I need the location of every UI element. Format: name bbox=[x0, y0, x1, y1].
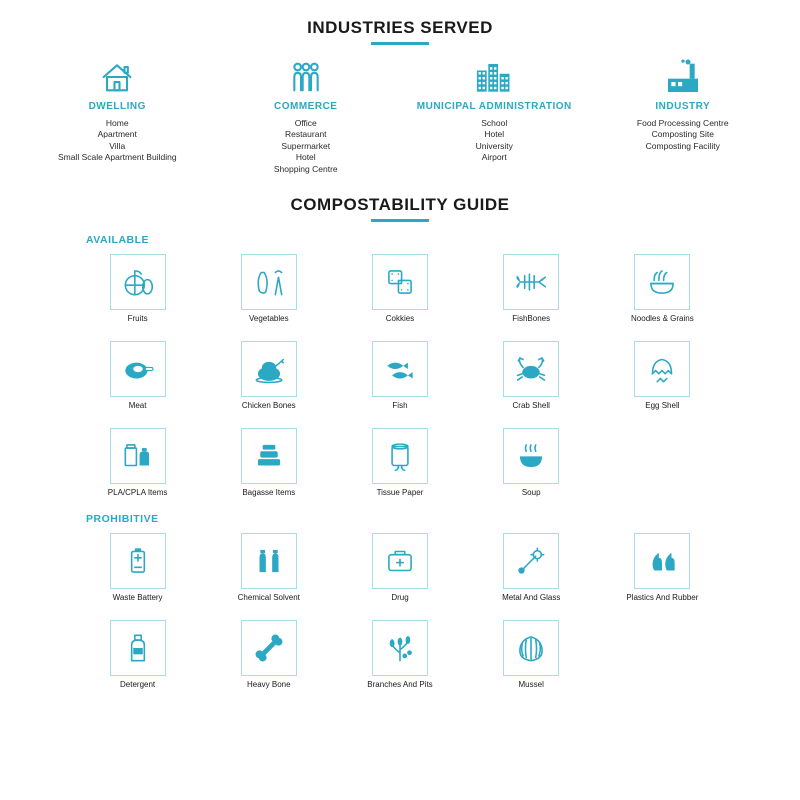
tile-label: Meat bbox=[86, 401, 189, 410]
tile-label: Chemical Solvent bbox=[217, 593, 320, 602]
tile-fruits: Fruits bbox=[86, 254, 189, 323]
tissue-icon bbox=[372, 428, 428, 484]
tile-meat: Meat bbox=[86, 341, 189, 410]
tile-label: Tissue Paper bbox=[348, 488, 451, 497]
group-heading-1: PROHIBITIVE bbox=[86, 513, 772, 525]
industry-items: SchoolHotelUniversityAirport bbox=[405, 118, 584, 164]
group-heading-0: AVAILABLE bbox=[86, 234, 772, 246]
detergent-icon bbox=[110, 620, 166, 676]
industry-label: MUNICIPAL ADMINISTRATION bbox=[405, 101, 584, 112]
tile-rubber: Plastics And Rubber bbox=[611, 533, 714, 602]
industry-col-2: MUNICIPAL ADMINISTRATION SchoolHotelUniv… bbox=[405, 57, 584, 175]
tile-label: Fruits bbox=[86, 314, 189, 323]
tile-label: Drug bbox=[348, 593, 451, 602]
tile-label: Waste Battery bbox=[86, 593, 189, 602]
tile-label: Vegetables bbox=[217, 314, 320, 323]
tile-pla: PLA/CPLA Items bbox=[86, 428, 189, 497]
tile-label: Mussel bbox=[480, 680, 583, 689]
drug-icon bbox=[372, 533, 428, 589]
guide-title: COMPOSTABILITY GUIDE bbox=[28, 195, 772, 215]
industry-items: Food Processing CentreComposting SiteCom… bbox=[594, 118, 773, 152]
tile-soup: Soup bbox=[480, 428, 583, 497]
tile-mussel: Mussel bbox=[480, 620, 583, 689]
tile-detergent: Detergent bbox=[86, 620, 189, 689]
people-icon bbox=[217, 57, 396, 97]
tile-label: Bagasse Items bbox=[217, 488, 320, 497]
tile-fish: Fish bbox=[348, 341, 451, 410]
crab-icon bbox=[503, 341, 559, 397]
metal-icon bbox=[503, 533, 559, 589]
rubber-icon bbox=[634, 533, 690, 589]
industries-row: DWELLING HomeApartmentVillaSmall Scale A… bbox=[28, 57, 772, 175]
tile-label: Noodles & Grains bbox=[611, 314, 714, 323]
bagasse-icon bbox=[241, 428, 297, 484]
industry-label: INDUSTRY bbox=[594, 101, 773, 112]
tile-label: Crab Shell bbox=[480, 401, 583, 410]
industry-items: OfficeRestaurantSupermarketHotelShopping… bbox=[217, 118, 396, 175]
industry-label: COMMERCE bbox=[217, 101, 396, 112]
chicken-icon bbox=[241, 341, 297, 397]
bone-icon bbox=[241, 620, 297, 676]
tile-vegetables: Vegetables bbox=[217, 254, 320, 323]
tile-label: Chicken Bones bbox=[217, 401, 320, 410]
tile-label: Cokkies bbox=[348, 314, 451, 323]
solvent-icon bbox=[241, 533, 297, 589]
tile-bone: Heavy Bone bbox=[217, 620, 320, 689]
cookies-icon bbox=[372, 254, 428, 310]
branches-icon bbox=[372, 620, 428, 676]
tile-tissue: Tissue Paper bbox=[348, 428, 451, 497]
guide-underline bbox=[371, 219, 429, 222]
tile-grid-0: Fruits Vegetables Cokkies FishBones Nood… bbox=[28, 254, 772, 497]
tile-label: Soup bbox=[480, 488, 583, 497]
industry-col-0: DWELLING HomeApartmentVillaSmall Scale A… bbox=[28, 57, 207, 175]
vegetables-icon bbox=[241, 254, 297, 310]
tile-battery: Waste Battery bbox=[86, 533, 189, 602]
industry-items: HomeApartmentVillaSmall Scale Apartment … bbox=[28, 118, 207, 164]
building-icon bbox=[405, 57, 584, 97]
industries-title: INDUSTRIES SERVED bbox=[28, 18, 772, 38]
tile-label: Plastics And Rubber bbox=[611, 593, 714, 602]
tile-crab: Crab Shell bbox=[480, 341, 583, 410]
tile-label: Fish bbox=[348, 401, 451, 410]
noodles-icon bbox=[634, 254, 690, 310]
tile-label: Branches And Pits bbox=[348, 680, 451, 689]
tile-fishbones: FishBones bbox=[480, 254, 583, 323]
eggshell-icon bbox=[634, 341, 690, 397]
tile-chicken: Chicken Bones bbox=[217, 341, 320, 410]
industries-underline bbox=[371, 42, 429, 45]
tile-bagasse: Bagasse Items bbox=[217, 428, 320, 497]
tile-label: Detergent bbox=[86, 680, 189, 689]
pla-icon bbox=[110, 428, 166, 484]
factory-icon bbox=[594, 57, 773, 97]
tile-label: Heavy Bone bbox=[217, 680, 320, 689]
tile-drug: Drug bbox=[348, 533, 451, 602]
tile-eggshell: Egg Shell bbox=[611, 341, 714, 410]
tile-noodles: Noodles & Grains bbox=[611, 254, 714, 323]
fish-icon bbox=[372, 341, 428, 397]
industry-label: DWELLING bbox=[28, 101, 207, 112]
industry-col-3: INDUSTRY Food Processing CentreCompostin… bbox=[594, 57, 773, 175]
tile-metal: Metal And Glass bbox=[480, 533, 583, 602]
tile-grid-1: Waste Battery Chemical Solvent Drug Meta… bbox=[28, 533, 772, 689]
tile-label: Metal And Glass bbox=[480, 593, 583, 602]
fishbones-icon bbox=[503, 254, 559, 310]
tile-branches: Branches And Pits bbox=[348, 620, 451, 689]
tile-label: FishBones bbox=[480, 314, 583, 323]
industry-col-1: COMMERCE OfficeRestaurantSupermarketHote… bbox=[217, 57, 396, 175]
tile-solvent: Chemical Solvent bbox=[217, 533, 320, 602]
meat-icon bbox=[110, 341, 166, 397]
mussel-icon bbox=[503, 620, 559, 676]
house-icon bbox=[28, 57, 207, 97]
tile-label: PLA/CPLA Items bbox=[86, 488, 189, 497]
soup-icon bbox=[503, 428, 559, 484]
fruits-icon bbox=[110, 254, 166, 310]
tile-cookies: Cokkies bbox=[348, 254, 451, 323]
tile-label: Egg Shell bbox=[611, 401, 714, 410]
battery-icon bbox=[110, 533, 166, 589]
